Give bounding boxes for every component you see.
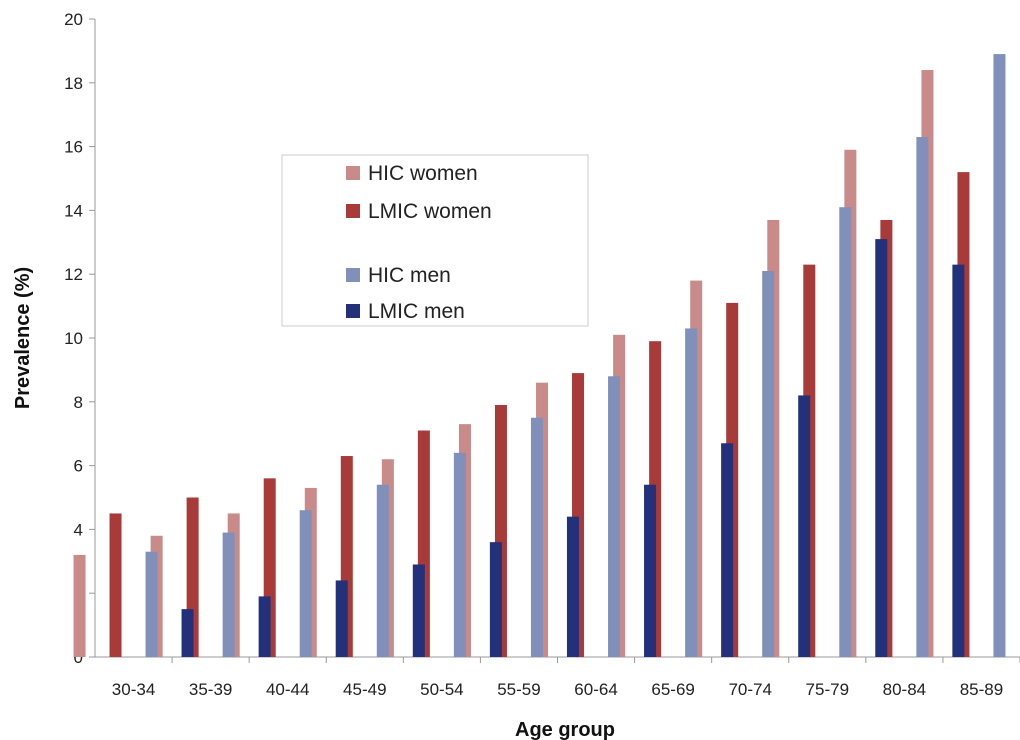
- bar-lmic-men: [721, 443, 734, 657]
- x-axis-title: Age group: [515, 719, 615, 740]
- y-tick-label: 10: [64, 329, 83, 348]
- legend-swatch: [346, 304, 360, 318]
- legend-swatch: [346, 204, 360, 218]
- x-tick-label: 65-69: [651, 680, 694, 699]
- legend-label: LMIC men: [368, 300, 465, 323]
- bar-hic-men: [453, 452, 466, 657]
- bar-lmic-men: [258, 596, 271, 657]
- bar-lmic-men: [335, 580, 348, 657]
- bar-lmic-men: [489, 542, 502, 657]
- bar-hic-men: [608, 376, 621, 657]
- bar-hic-men: [145, 551, 158, 657]
- y-axis: 02468101214161820: [64, 10, 96, 667]
- y-axis-title: Prevalence (%): [12, 267, 34, 409]
- bar-hic-men: [916, 137, 929, 657]
- bar-hic-men: [993, 54, 1006, 657]
- y-tick-label: 12: [64, 265, 83, 284]
- bar-hic-men: [839, 207, 852, 657]
- legend: HIC women LMIC women HIC men LMIC men: [281, 154, 589, 327]
- bar-lmic-men: [875, 239, 888, 658]
- bar-lmic-men: [181, 609, 194, 657]
- x-tick-label: 70-74: [728, 680, 771, 699]
- legend-swatch: [346, 268, 360, 282]
- legend-label: HIC men: [368, 264, 451, 287]
- x-tick-label: 75-79: [806, 680, 849, 699]
- y-tick-label: 16: [64, 138, 83, 157]
- x-tick-label: 80-84: [883, 680, 926, 699]
- bar-hic-women: [73, 554, 86, 657]
- bar-lmic-men: [644, 484, 657, 657]
- bar-hic-men: [222, 532, 235, 657]
- x-axis: 30-34 35-39 40-44 45-49 50-54 55-59 60-64 65-69…: [95, 656, 1020, 699]
- y-tick-label: 14: [64, 201, 83, 220]
- bar-lmic-men: [798, 395, 811, 657]
- x-tick-label: 45-49: [343, 680, 386, 699]
- y-tick-label: 4: [74, 520, 83, 539]
- legend-label: HIC women: [368, 162, 478, 185]
- bars: [73, 54, 1006, 658]
- bar-lmic-men: [952, 264, 965, 657]
- legend-box: [281, 154, 589, 327]
- bar-hic-men: [299, 510, 312, 657]
- legend-swatch: [346, 166, 360, 180]
- bar-lmic-men: [566, 516, 579, 657]
- bar-hic-men: [376, 484, 389, 657]
- y-tick-label: 8: [74, 393, 83, 412]
- x-tick-label: 50-54: [420, 680, 463, 699]
- x-tick-label: 40-44: [266, 680, 309, 699]
- legend-label: LMIC women: [368, 200, 492, 223]
- x-tick-label: 85-89: [960, 680, 1003, 699]
- y-tick-label: 20: [64, 10, 83, 29]
- x-tick-label: 30-34: [112, 680, 155, 699]
- y-tick-label: 0: [74, 648, 83, 667]
- bar-hic-men: [685, 328, 698, 657]
- bar-hic-men: [530, 417, 543, 657]
- x-tick-label: 55-59: [497, 680, 540, 699]
- bar-lmic-women: [109, 513, 122, 657]
- bar-lmic-men: [412, 564, 425, 657]
- x-tick-label: 35-39: [189, 680, 232, 699]
- y-tick-label: 6: [74, 457, 83, 476]
- bar-hic-men: [762, 271, 775, 657]
- y-tick-label: 18: [64, 74, 83, 93]
- x-tick-label: 60-64: [574, 680, 617, 699]
